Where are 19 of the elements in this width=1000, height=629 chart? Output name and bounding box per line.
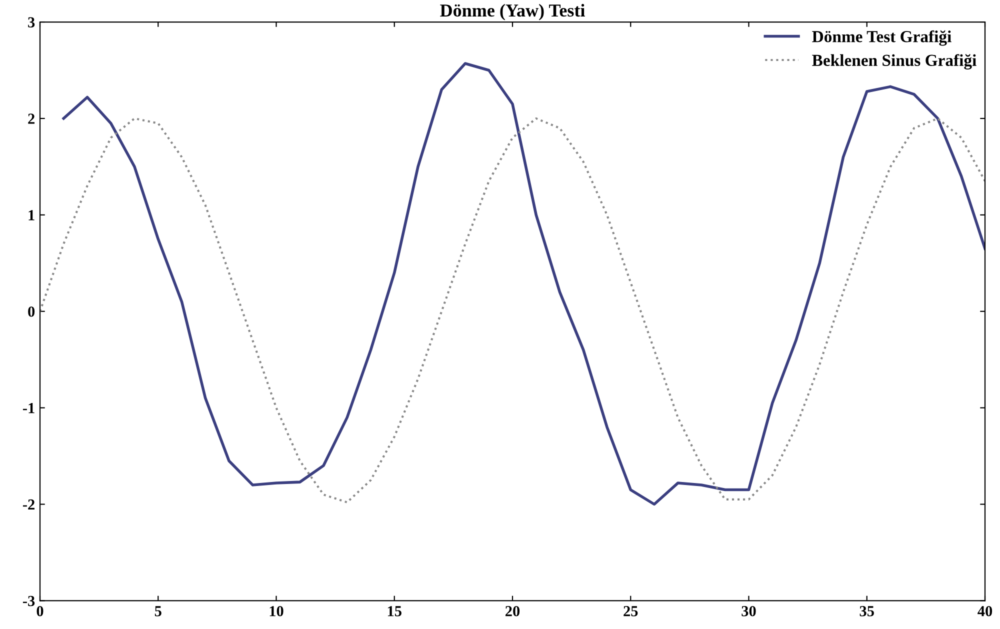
y-tick-label: 3	[28, 17, 35, 28]
x-tick-label: 20	[506, 606, 520, 616]
x-tick-label: 10	[270, 606, 284, 616]
x-tick-label: 35	[860, 606, 874, 616]
y-tick-label: 2	[28, 114, 34, 124]
x-tick-label: 30	[742, 606, 756, 616]
chart-title: Dönme (Yaw) Testi	[440, 4, 585, 20]
y-tick-label: 1	[28, 210, 34, 220]
legend-label: Dönme Test Grafiği	[812, 30, 952, 46]
x-tick-label: 5	[154, 606, 162, 616]
x-tick-label: 15	[388, 606, 402, 616]
y-tick-label: -1	[22, 403, 34, 414]
x-tick-label: 40	[978, 606, 992, 616]
x-tick-label: 25	[624, 606, 638, 616]
legend-label: Beklenen Sinus Grafiği	[812, 54, 976, 70]
y-tick-label: -2	[22, 499, 34, 510]
x-tick-label: 0	[36, 606, 44, 616]
y-tick-label: -3	[22, 596, 35, 606]
y-tick-label: 0	[28, 306, 35, 317]
